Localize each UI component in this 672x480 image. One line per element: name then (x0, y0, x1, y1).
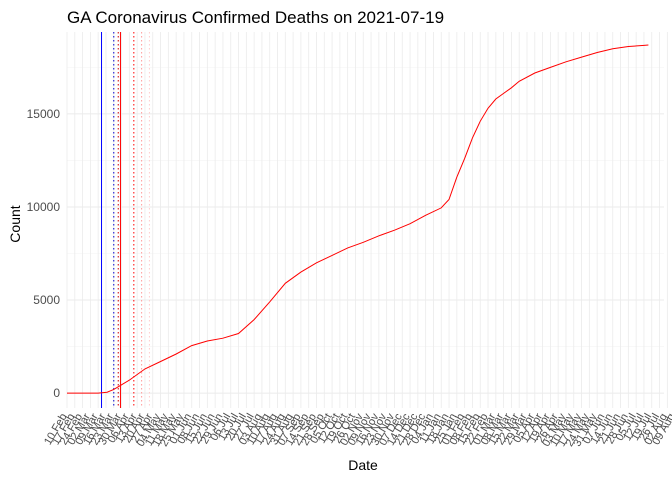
y-axis-ticks: 0 5000 10000 15000 (27, 107, 61, 400)
series-line (67, 44, 649, 394)
y-tick-label: 5000 (33, 293, 60, 307)
series-layer (67, 44, 649, 394)
grid-lines (66, 32, 668, 408)
x-axis-title: Date (348, 457, 378, 473)
chart-title: GA Coronavirus Confirmed Deaths on 2021-… (67, 8, 444, 27)
y-tick-label: 10000 (27, 200, 61, 214)
reference-lines (101, 32, 150, 408)
y-axis-title: Count (7, 205, 23, 242)
y-tick-label: 0 (53, 386, 60, 400)
y-tick-label: 15000 (27, 107, 61, 121)
